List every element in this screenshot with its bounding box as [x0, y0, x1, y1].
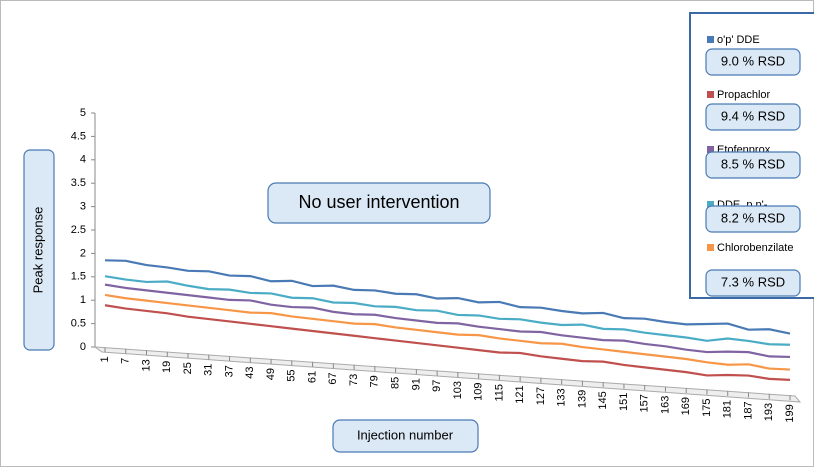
x-tick-label: 193: [763, 403, 775, 421]
y-tick-label: 4.5: [71, 130, 86, 142]
x-tick-label: 157: [639, 394, 651, 412]
x-tick-label: 79: [369, 375, 381, 387]
x-tick-label: 145: [597, 391, 609, 409]
y-tick-label: 4: [80, 154, 86, 166]
x-tick-label: 109: [473, 383, 485, 401]
legend-swatch: [707, 146, 714, 153]
x-tick-label: 115: [493, 384, 505, 402]
annotation-box: [267, 182, 491, 224]
y-tick-label: 1.5: [71, 271, 86, 283]
x-tick-label: 121: [514, 385, 526, 403]
legend-swatch: [707, 201, 714, 208]
x-tick-label: 25: [182, 362, 194, 374]
rsd-label: 8.2 % RSD: [721, 210, 785, 225]
rsd-label: 9.0 % RSD: [721, 53, 785, 68]
x-tick-label: 97: [431, 380, 443, 392]
x-tick-label: 199: [784, 404, 796, 422]
y-tick-label: 3.5: [71, 177, 86, 189]
x-tick-label: 133: [556, 388, 568, 406]
series-line: [104, 293, 791, 371]
x-tick-label: 73: [348, 374, 360, 386]
y-tick-label: 3: [80, 201, 86, 213]
x-tick-label: 103: [452, 381, 464, 399]
y-axis-label: Peak response: [30, 207, 45, 294]
annotation: No user intervention: [298, 192, 459, 212]
x-tick-label: 37: [223, 365, 235, 377]
rsd-box: [705, 103, 801, 131]
legend-label: Propachlor: [717, 89, 771, 101]
y-tick-label: 1: [80, 294, 86, 306]
x-tick-label: 55: [286, 369, 298, 381]
x-tick-label: 163: [659, 396, 671, 414]
legend-swatch: [707, 91, 714, 98]
x-label-box: [332, 419, 479, 453]
x-tick-label: 91: [410, 378, 422, 390]
x-tick-label: 151: [618, 393, 630, 411]
x-tick-label: 85: [390, 377, 402, 389]
x-tick-label: 67: [327, 372, 339, 384]
x-tick-label: 49: [265, 368, 277, 380]
x-axis-label: Injection number: [357, 427, 454, 442]
y-label-box: [23, 149, 55, 351]
y-tick-label: 2: [80, 247, 86, 259]
y-tick-label: 5: [80, 107, 86, 119]
x-tick-label: 43: [244, 367, 256, 379]
y-tick-label: 0: [80, 341, 86, 353]
x-tick-label: 181: [722, 400, 734, 418]
legend-swatch: [707, 36, 714, 43]
x-tick-label: 1: [99, 356, 111, 362]
series-line: [104, 283, 791, 359]
x-tick-label: 13: [140, 359, 152, 371]
rsd-box: [705, 205, 801, 233]
x-tick-label: 61: [306, 371, 318, 383]
series-line: [104, 275, 791, 346]
x-tick-label: 19: [161, 361, 173, 373]
x-tick-label: 127: [535, 387, 547, 405]
y-tick-label: 0.5: [71, 318, 86, 330]
x-tick-label: 31: [203, 364, 215, 376]
x-tick-label: 169: [680, 397, 692, 415]
x-tick-label: 7: [120, 358, 132, 364]
series-line: [104, 259, 791, 335]
series-line: [104, 304, 791, 381]
x-tick-label: 187: [742, 401, 754, 419]
legend-label: o'p' DDE: [717, 34, 760, 46]
rsd-box: [705, 48, 801, 76]
legend-swatch: [707, 244, 714, 251]
rsd-label: 8.5 % RSD: [721, 156, 785, 171]
y-tick-label: 2.5: [71, 224, 86, 236]
x-tick-label: 139: [576, 390, 588, 408]
rsd-label: 9.4 % RSD: [721, 108, 785, 123]
rsd-box: [705, 269, 801, 297]
rsd-label: 7.3 % RSD: [721, 274, 785, 289]
x-tick-label: 175: [701, 398, 713, 416]
rsd-box: [705, 151, 801, 179]
legend-label: Chlorobenzilate: [717, 242, 793, 254]
